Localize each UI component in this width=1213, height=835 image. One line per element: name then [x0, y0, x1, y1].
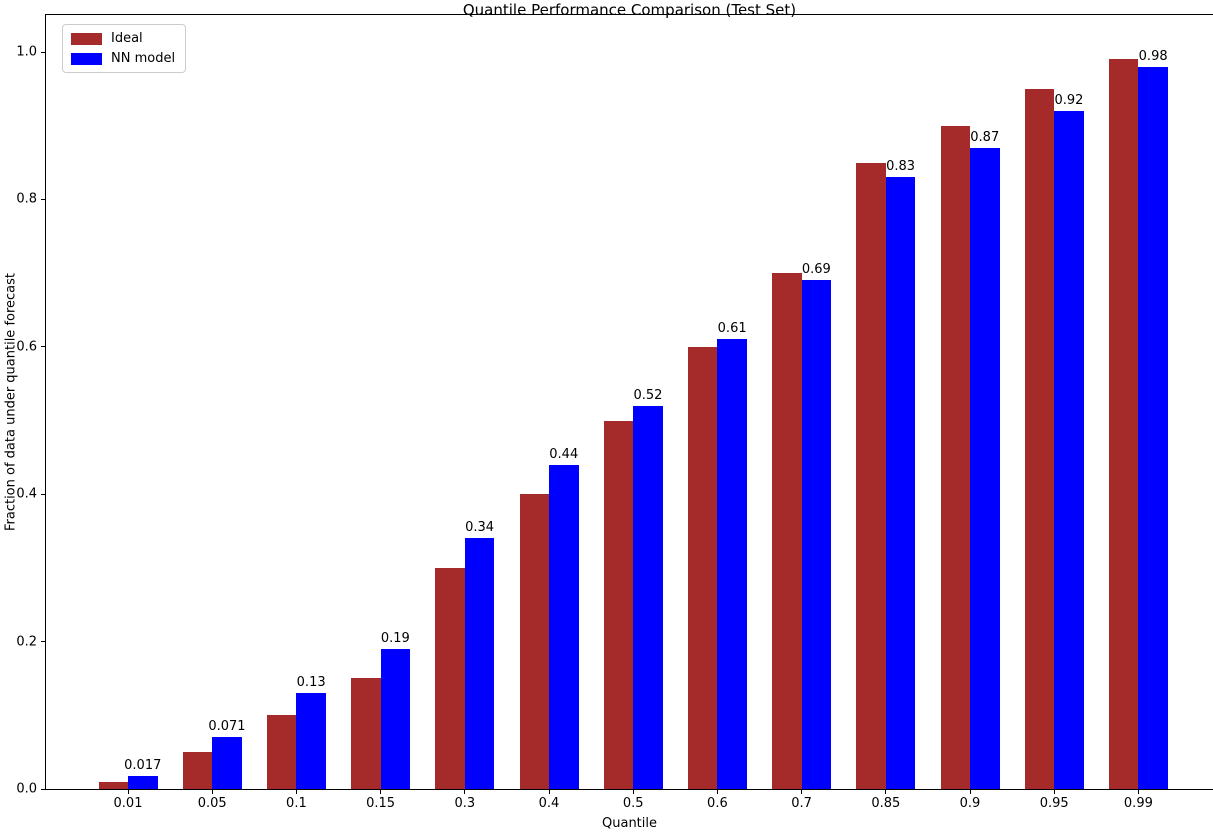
x-tick-mark — [1053, 790, 1055, 794]
x-tick-label: 0.6 — [707, 796, 728, 811]
legend-label: NN model — [111, 51, 176, 66]
bar-nn-model-0.4 — [549, 464, 579, 789]
x-tick-mark — [548, 790, 550, 794]
x-tick-mark — [801, 790, 803, 794]
legend-item-nn-model: NN model — [71, 52, 175, 65]
legend-item-ideal: Ideal — [71, 32, 175, 45]
x-tick-mark — [1137, 790, 1139, 794]
x-tick-label: 0.9 — [959, 796, 981, 811]
y-tick-mark — [41, 788, 45, 790]
bar-ideal-0.85 — [856, 162, 886, 789]
bar-value-label: 0.87 — [970, 129, 1000, 145]
bar-ideal-0.7 — [772, 273, 802, 789]
legend-swatch-icon — [71, 52, 102, 65]
x-tick-label: 0.4 — [538, 796, 560, 811]
bar-nn-model-0.3 — [464, 538, 495, 789]
x-tick-label: 0.05 — [197, 796, 227, 811]
x-tick-mark — [632, 790, 634, 794]
bar-ideal-0.6 — [687, 346, 718, 789]
bar-value-label: 0.13 — [296, 675, 326, 691]
x-tick-label: 0.3 — [454, 796, 476, 811]
bar-ideal-0.3 — [435, 567, 465, 789]
bar-value-label: 0.19 — [380, 630, 410, 646]
bar-nn-model-0.9 — [970, 147, 1000, 789]
bar-nn-model-0.99 — [1138, 66, 1168, 789]
x-tick-label: 0.95 — [1039, 796, 1069, 811]
bar-ideal-0.1 — [266, 715, 297, 789]
bar-nn-model-0.05 — [212, 736, 242, 789]
bar-value-label: 0.92 — [1054, 92, 1084, 108]
bar-ideal-0.9 — [940, 125, 970, 789]
y-tick-label: 0.8 — [16, 191, 37, 207]
x-tick-label: 0.1 — [286, 796, 307, 811]
x-tick-mark — [716, 790, 718, 794]
y-tick-mark — [41, 641, 45, 643]
x-tick-mark — [211, 790, 213, 794]
bar-nn-model-0.6 — [717, 339, 747, 789]
bar-value-label: 0.61 — [717, 321, 747, 337]
y-axis-spine — [45, 14, 46, 790]
bar-ideal-0.5 — [603, 420, 634, 789]
y-tick-label: 1.0 — [16, 44, 37, 60]
x-tick-label: 0.15 — [366, 796, 396, 811]
top-spine — [45, 14, 1213, 15]
x-tick-mark — [885, 790, 887, 794]
y-tick-label: 0.2 — [16, 634, 37, 650]
y-tick-mark — [41, 346, 45, 348]
bar-ideal-0.15 — [351, 678, 381, 789]
y-tick-label: 0.4 — [16, 486, 37, 502]
bar-value-label: 0.071 — [208, 718, 246, 734]
x-tick-mark — [969, 790, 971, 794]
legend-swatch-icon — [71, 32, 102, 45]
y-tick-label: 0.6 — [16, 339, 37, 355]
y-tick-mark — [41, 198, 45, 200]
bar-value-label: 0.98 — [1138, 48, 1168, 64]
x-tick-label: 0.99 — [1123, 796, 1153, 811]
y-tick-mark — [41, 51, 45, 53]
bar-value-label: 0.52 — [633, 387, 663, 403]
x-axis-label: Quantile — [602, 816, 657, 831]
x-tick-mark — [464, 790, 466, 794]
bar-value-label: 0.83 — [886, 159, 916, 175]
bar-value-label: 0.69 — [801, 262, 831, 278]
x-tick-mark — [380, 790, 382, 794]
x-tick-label: 0.5 — [622, 796, 644, 811]
y-tick-mark — [41, 493, 45, 495]
x-tick-mark — [295, 790, 297, 794]
bar-nn-model-0.15 — [380, 648, 411, 789]
bar-value-label: 0.34 — [465, 520, 495, 536]
x-tick-label: 0.85 — [871, 796, 901, 811]
bar-ideal-0.05 — [182, 752, 213, 789]
bar-nn-model-0.01 — [128, 776, 158, 789]
bar-nn-model-0.1 — [296, 693, 326, 789]
bar-ideal-0.4 — [519, 494, 549, 789]
bar-value-label: 0.017 — [124, 758, 162, 774]
bar-ideal-0.95 — [1024, 88, 1055, 789]
x-tick-mark — [127, 790, 129, 794]
x-tick-label: 0.01 — [113, 796, 143, 811]
legend: Ideal NN model — [62, 24, 187, 73]
legend-label: Ideal — [111, 31, 143, 46]
bar-ideal-0.99 — [1108, 59, 1139, 789]
x-tick-label: 0.7 — [791, 796, 812, 811]
plot-area: Ideal NN model 0.01 0.017 0.05 0.071 0.1 0.13 0… — [16, 14, 1213, 811]
bar-value-label: 0.44 — [549, 446, 579, 462]
y-axis-label: Fraction of data under quantile forecast — [3, 272, 19, 532]
bar-nn-model-0.95 — [1054, 110, 1084, 789]
bar-nn-model-0.5 — [633, 405, 663, 789]
x-axis-spine — [45, 789, 1213, 790]
bar-nn-model-0.7 — [801, 280, 832, 789]
y-tick-label: 0.0 — [16, 781, 37, 797]
bar-ideal-0.01 — [98, 781, 128, 789]
bar-nn-model-0.85 — [885, 177, 916, 789]
